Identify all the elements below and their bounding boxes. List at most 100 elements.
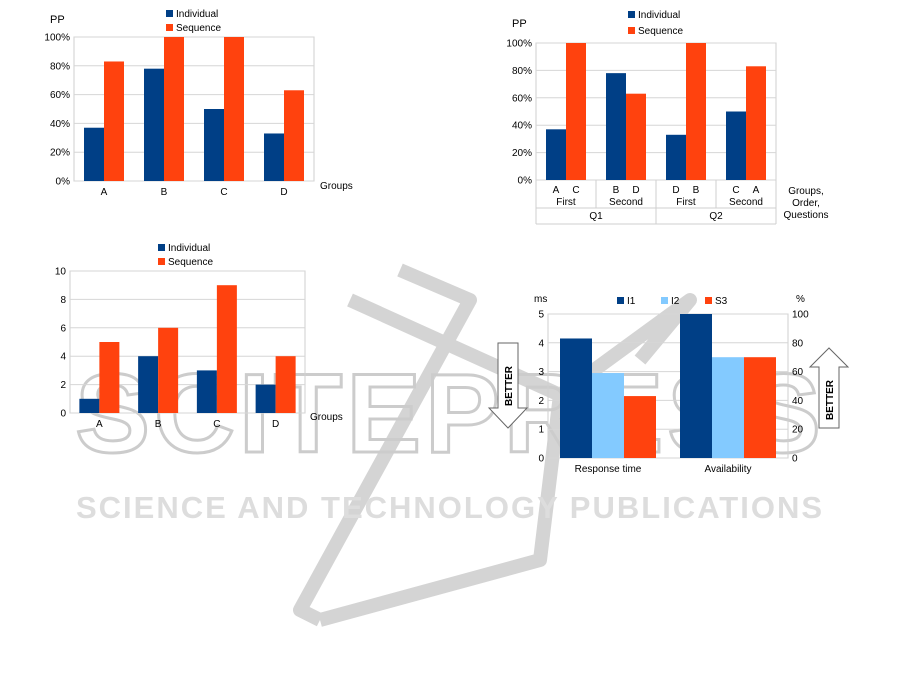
c4-bar-s3 (744, 357, 776, 458)
c2-y-tick-label: 40% (512, 121, 532, 132)
c3-x-tick-label: A (96, 419, 103, 430)
c2-y-tick-label: 0% (518, 176, 533, 187)
c1-x-tick-label: C (220, 187, 227, 198)
c4-y-tick-label: 0 (538, 454, 544, 465)
legend-sequence-swatch (628, 27, 635, 34)
c4-y-right-tick-label: 0 (792, 454, 798, 465)
legend-individual-swatch (628, 11, 635, 18)
legend-sequence-label: Sequence (638, 26, 683, 37)
chart3-legend: Individual Sequence (158, 243, 213, 268)
c1-bar-individual (144, 68, 164, 181)
c4-bar-i1 (560, 338, 592, 458)
c2-x-group-label: C (732, 185, 739, 196)
c2-x-question-label: Q1 (589, 211, 603, 222)
legend-sequence-label: Sequence (176, 23, 221, 34)
chart3-x-ticks: A B C D (96, 419, 279, 430)
c2-bar-individual (726, 111, 746, 180)
c1-y-tick-label: 80% (50, 61, 70, 72)
c3-bar-individual (79, 398, 100, 413)
legend-sequence-swatch (166, 24, 173, 31)
down-arrow-icon (487, 342, 529, 429)
c1-y-tick-label: 40% (50, 119, 70, 130)
watermark-swoosh (293, 263, 697, 627)
c4-bar-i1 (680, 314, 712, 458)
c1-y-tick-label: 0% (56, 177, 71, 188)
c2-bar-individual (666, 134, 686, 180)
c3-y-tick-label: 4 (60, 352, 66, 363)
legend-individual-swatch (166, 10, 173, 17)
c2-bar-sequence (746, 66, 766, 180)
legend-i1-swatch (617, 297, 624, 304)
chart2-x-axis-label-line: Groups, (788, 186, 824, 197)
c2-y-tick-label: 100% (506, 39, 532, 50)
c3-y-tick-label: 2 (60, 380, 66, 391)
chart2-x-axis-label-line: Questions (783, 210, 828, 221)
chart2-bars (546, 43, 766, 180)
chart1-legend: Individual Sequence (166, 9, 221, 34)
better-down-arrow: BETTER (487, 342, 529, 429)
chart4-right-unit: % (796, 294, 805, 305)
better-label-left: BETTER (504, 365, 515, 406)
c4-y-right-tick-label: 80 (792, 338, 804, 349)
c2-x-order-label: First (676, 197, 696, 208)
c3-bar-sequence (275, 356, 296, 413)
legend-sequence-swatch (158, 258, 165, 265)
chart1-x-axis-label: Groups (320, 181, 353, 192)
c3-bar-sequence (216, 285, 237, 413)
legend-i2-swatch (661, 297, 668, 304)
legend-sequence-label: Sequence (168, 257, 213, 268)
chart3-x-axis-label: Groups (310, 412, 343, 423)
c1-y-tick-label: 60% (50, 90, 70, 101)
c4-y-right-tick-label: 100 (792, 310, 809, 321)
c2-bar-sequence (566, 43, 586, 180)
c2-y-tick-label: 80% (512, 66, 532, 77)
c2-x-question-label: Q2 (709, 211, 723, 222)
chart1-y-axis-label: PP (50, 14, 65, 26)
chart4-bars (560, 314, 776, 458)
chart4-legend: I1 I2 S3 (617, 296, 728, 307)
c2-bar-individual (546, 129, 566, 180)
c3-x-tick-label: C (213, 419, 220, 430)
chart2-y-ticks: 0% 20% 40% 60% 80% 100% (506, 39, 532, 187)
better-up-arrow: BETTER (808, 347, 850, 429)
c1-y-tick-label: 100% (44, 33, 70, 44)
c2-x-order-label: Second (729, 197, 763, 208)
c2-y-tick-label: 60% (512, 93, 532, 104)
c4-bar-s3 (624, 396, 656, 458)
chart3-y-ticks: 0 2 4 6 8 10 (55, 267, 67, 420)
c3-y-tick-label: 6 (60, 323, 66, 334)
c3-x-tick-label: B (155, 419, 162, 430)
c3-x-tick-label: D (272, 419, 279, 430)
legend-s3-label: S3 (715, 296, 728, 307)
c1-x-tick-label: D (280, 187, 287, 198)
c1-bar-individual (264, 133, 284, 181)
c2-y-tick-label: 20% (512, 148, 532, 159)
c4-x-tick-label: Availability (704, 464, 751, 475)
c1-y-tick-label: 20% (50, 148, 70, 159)
c2-x-group-label: A (753, 185, 760, 196)
chart3-bars (79, 285, 296, 413)
c3-y-tick-label: 8 (60, 295, 66, 306)
chart1-x-ticks: A B C D (101, 187, 288, 198)
c3-bar-sequence (99, 342, 120, 413)
up-arrow-icon (808, 347, 850, 429)
c4-y-tick-label: 5 (538, 310, 544, 321)
chart4-x-ticks: Response time Availability (575, 464, 752, 475)
c1-bar-individual (204, 109, 224, 181)
chart2-x-axis-label: Groups, Order, Questions (783, 186, 828, 221)
c2-x-group-label: B (613, 185, 620, 196)
c1-bar-sequence (224, 37, 244, 181)
legend-s3-swatch (705, 297, 712, 304)
c2-x-order-label: Second (609, 197, 643, 208)
legend-individual-swatch (158, 244, 165, 251)
chart4-y-ticks: 0 1 2 3 4 5 0 20 40 60 80 100 (538, 310, 809, 465)
chart2-x-axis-label-line: Order, (792, 198, 820, 209)
c2-bar-individual (606, 73, 626, 180)
c2-bar-sequence (686, 43, 706, 180)
c1-bar-sequence (164, 37, 184, 181)
